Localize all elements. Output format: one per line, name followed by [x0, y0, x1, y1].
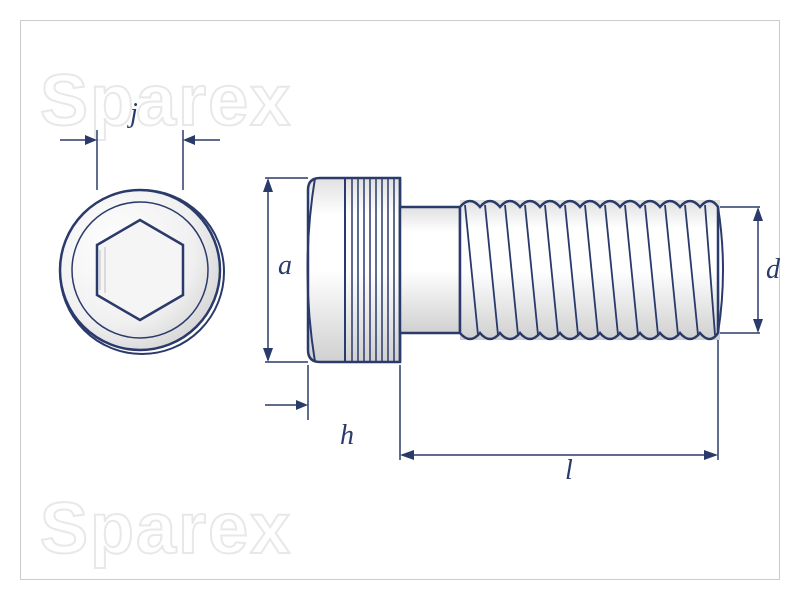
- screw-drawing-svg: [0, 0, 800, 600]
- side-view: [308, 178, 724, 362]
- label-h: h: [340, 420, 354, 452]
- dimension-j: [60, 130, 220, 190]
- label-a: a: [278, 250, 292, 282]
- dimension-d: [720, 207, 763, 333]
- head-front-view: [60, 190, 224, 354]
- dimension-l: [400, 340, 718, 460]
- technical-diagram: [0, 0, 800, 600]
- label-j: j: [130, 98, 138, 130]
- label-l: l: [565, 455, 573, 487]
- thread-section: [460, 200, 723, 340]
- dimension-h: [265, 365, 400, 460]
- label-d: d: [766, 254, 780, 286]
